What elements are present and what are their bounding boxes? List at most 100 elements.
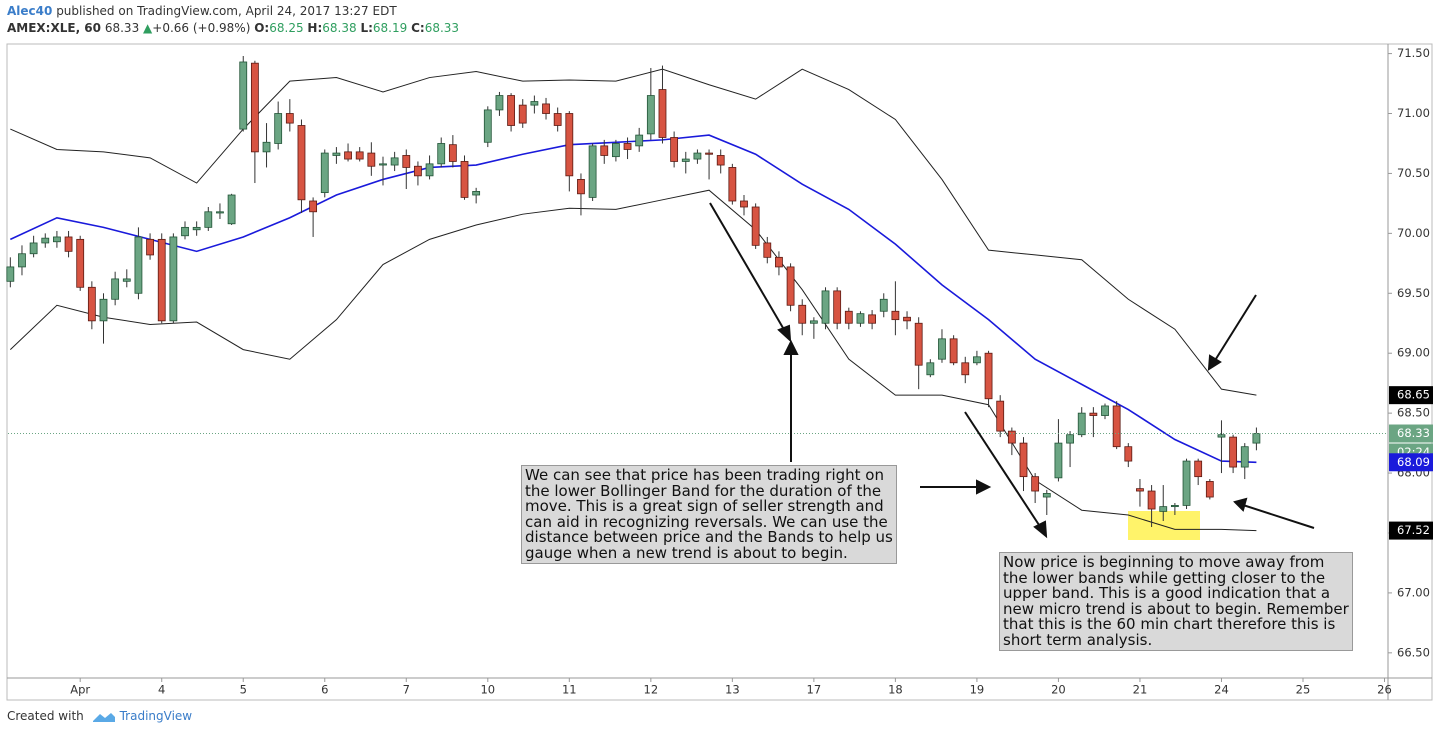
candle-body: [216, 211, 224, 214]
ohlc-value: 68.19: [372, 21, 408, 35]
candle-body: [1194, 460, 1203, 478]
x-tick-label: 20: [1051, 683, 1066, 697]
candle-body: [181, 226, 189, 237]
candle-body: [577, 179, 585, 195]
candle-body: [996, 400, 1005, 432]
candle-body: [169, 236, 178, 322]
candle-body: [775, 256, 783, 268]
candle-body: [635, 134, 644, 147]
candle-body: [1147, 490, 1156, 510]
band-line: [9, 134, 1257, 464]
annotation-line: short term analysis.: [1003, 630, 1153, 649]
candle-body: [903, 316, 911, 322]
candle-body: [786, 266, 795, 306]
candle-body: [134, 236, 143, 294]
x-tick-label: 7: [403, 683, 410, 697]
ohlc-label: C:: [411, 21, 425, 35]
candle-body: [670, 137, 679, 162]
annotation-line: Now price is beginning to move away from: [1003, 553, 1325, 571]
candle-body: [1077, 412, 1086, 436]
candle-body: [29, 242, 38, 255]
y-tick-label: 71.50: [1397, 46, 1430, 60]
price-label: 68.09: [1397, 455, 1430, 469]
ohlc-label: O:: [254, 21, 270, 35]
candle-body: [332, 152, 341, 156]
highlight: [1128, 511, 1200, 540]
candle-body: [1240, 446, 1249, 468]
candle-body: [18, 253, 26, 268]
candle-body: [437, 143, 446, 165]
x-tick-label: 6: [321, 683, 328, 697]
x-tick-label: 25: [1296, 683, 1311, 697]
candle-body: [1229, 436, 1238, 468]
candle-body: [1112, 405, 1121, 448]
y-tick-label: 69.00: [1397, 346, 1430, 360]
candle-body: [926, 362, 935, 376]
candle-body: [891, 310, 900, 321]
candle-body: [984, 352, 993, 400]
candle-body: [565, 113, 574, 177]
band-line: [9, 189, 1257, 532]
y-tick-label: 68.50: [1397, 406, 1430, 420]
candle-body: [1159, 506, 1168, 512]
price-label-box: [1389, 424, 1433, 443]
ohlc-value: 68.25: [269, 21, 304, 35]
brand[interactable]: TradingView: [119, 709, 193, 723]
candle-body: [262, 141, 271, 153]
candle-body: [87, 286, 96, 322]
candle-body: [1066, 434, 1074, 444]
y-tick-label: 70.50: [1397, 166, 1430, 180]
candle-body: [611, 143, 620, 158]
candle-body: [1170, 505, 1179, 508]
candle-body: [227, 194, 236, 225]
x-tick-label: 10: [480, 683, 495, 697]
author[interactable]: Alec40: [7, 4, 53, 18]
candle-body: [390, 157, 399, 166]
candle-body: [542, 103, 550, 114]
candle-body: [809, 320, 818, 324]
candle-body: [355, 151, 364, 160]
candle-body: [518, 104, 527, 124]
candle-body: [285, 113, 294, 124]
symbol: AMEX:XLE, 60: [7, 21, 102, 35]
candle-body: [157, 238, 166, 322]
candle-body: [204, 211, 213, 228]
candle-body: [250, 62, 259, 153]
candle-body: [1007, 430, 1016, 444]
candle-body: [1042, 493, 1051, 498]
candle-body: [41, 237, 50, 244]
annotation-line: We can see that price has been trading r…: [525, 466, 884, 484]
candle-body: [274, 113, 283, 144]
x-tick-label: 12: [644, 683, 659, 697]
candle-body: [740, 200, 748, 208]
candle-body: [146, 238, 154, 256]
candle-body: [681, 158, 690, 162]
annotation: Now price is beginning to move away from…: [999, 552, 1353, 651]
candle-body: [600, 145, 609, 156]
candle-body: [99, 298, 108, 322]
candle-body: [460, 161, 469, 198]
candle-body: [239, 61, 248, 130]
x-tick-label: 21: [1133, 683, 1148, 697]
y-tick-label: 70.00: [1397, 226, 1430, 240]
change: +0.66 (+0.98%): [152, 21, 251, 35]
candle-body: [879, 298, 888, 312]
candle-body: [1031, 476, 1040, 492]
candle-body: [402, 155, 411, 168]
candle-body: [379, 163, 387, 166]
price-label: 68.65: [1397, 388, 1430, 402]
price-label-box: [1389, 521, 1433, 540]
candle-body: [1217, 434, 1226, 438]
candle-body: [1205, 481, 1214, 498]
candle-body: [751, 206, 760, 246]
price-label-box: [1389, 453, 1433, 472]
annotation: We can see that price has been trading r…: [521, 465, 897, 564]
annotation-line: the lower bands while getting closer to …: [1003, 568, 1326, 587]
candle-body: [507, 95, 515, 126]
x-tick-label: 4: [158, 683, 165, 697]
candle-body: [914, 322, 923, 366]
annotation-line: move. This is a great sign of seller str…: [525, 497, 884, 515]
x-tick-label: 18: [888, 683, 903, 697]
